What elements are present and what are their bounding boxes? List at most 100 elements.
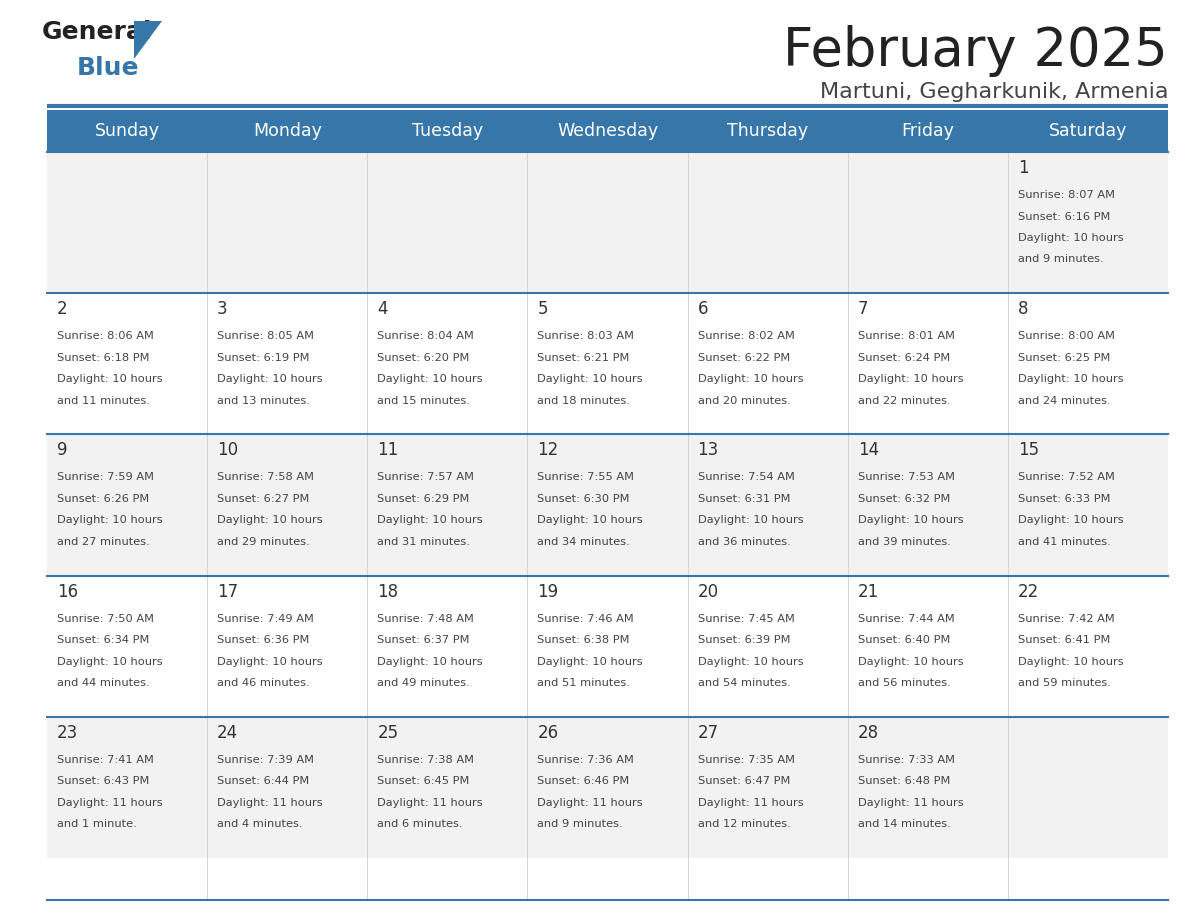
Text: 4: 4 bbox=[378, 300, 387, 319]
Text: Sunset: 6:30 PM: Sunset: 6:30 PM bbox=[537, 494, 630, 504]
Text: Sunset: 6:39 PM: Sunset: 6:39 PM bbox=[697, 635, 790, 645]
Text: Sunset: 6:45 PM: Sunset: 6:45 PM bbox=[378, 777, 469, 787]
Text: Sunrise: 7:45 AM: Sunrise: 7:45 AM bbox=[697, 613, 795, 623]
Text: Daylight: 10 hours: Daylight: 10 hours bbox=[537, 656, 643, 666]
Text: Sunrise: 7:42 AM: Sunrise: 7:42 AM bbox=[1018, 613, 1114, 623]
Text: Blue: Blue bbox=[77, 56, 139, 80]
Text: Sunset: 6:16 PM: Sunset: 6:16 PM bbox=[1018, 211, 1111, 221]
Text: and 59 minutes.: and 59 minutes. bbox=[1018, 678, 1111, 688]
Text: Sunset: 6:21 PM: Sunset: 6:21 PM bbox=[537, 353, 630, 363]
Text: and 4 minutes.: and 4 minutes. bbox=[217, 819, 303, 829]
Text: 8: 8 bbox=[1018, 300, 1029, 319]
Text: Daylight: 10 hours: Daylight: 10 hours bbox=[378, 656, 482, 666]
Text: Sunset: 6:26 PM: Sunset: 6:26 PM bbox=[57, 494, 150, 504]
Text: Daylight: 11 hours: Daylight: 11 hours bbox=[57, 798, 163, 808]
Text: Daylight: 10 hours: Daylight: 10 hours bbox=[378, 515, 482, 525]
Text: Sunset: 6:46 PM: Sunset: 6:46 PM bbox=[537, 777, 630, 787]
FancyBboxPatch shape bbox=[48, 293, 1168, 434]
Text: Tuesday: Tuesday bbox=[412, 122, 482, 140]
Text: and 29 minutes.: and 29 minutes. bbox=[217, 537, 310, 547]
FancyBboxPatch shape bbox=[48, 576, 1168, 717]
Text: Sunset: 6:18 PM: Sunset: 6:18 PM bbox=[57, 353, 150, 363]
Text: Daylight: 10 hours: Daylight: 10 hours bbox=[217, 656, 323, 666]
Text: Sunset: 6:34 PM: Sunset: 6:34 PM bbox=[57, 635, 150, 645]
Text: Daylight: 10 hours: Daylight: 10 hours bbox=[858, 375, 963, 385]
Text: Sunrise: 8:03 AM: Sunrise: 8:03 AM bbox=[537, 331, 634, 341]
Text: 20: 20 bbox=[697, 583, 719, 600]
Text: Sunrise: 7:41 AM: Sunrise: 7:41 AM bbox=[57, 755, 154, 765]
Text: Sunset: 6:22 PM: Sunset: 6:22 PM bbox=[697, 353, 790, 363]
Text: and 51 minutes.: and 51 minutes. bbox=[537, 678, 631, 688]
Text: Sunrise: 7:44 AM: Sunrise: 7:44 AM bbox=[858, 613, 954, 623]
Text: Sunrise: 7:46 AM: Sunrise: 7:46 AM bbox=[537, 613, 634, 623]
Text: Martuni, Gegharkunik, Armenia: Martuni, Gegharkunik, Armenia bbox=[820, 82, 1168, 102]
Text: Sunset: 6:24 PM: Sunset: 6:24 PM bbox=[858, 353, 950, 363]
Text: and 14 minutes.: and 14 minutes. bbox=[858, 819, 950, 829]
Text: and 54 minutes.: and 54 minutes. bbox=[697, 678, 790, 688]
Text: Sunrise: 8:02 AM: Sunrise: 8:02 AM bbox=[697, 331, 795, 341]
Text: Saturday: Saturday bbox=[1049, 122, 1127, 140]
Text: 23: 23 bbox=[57, 723, 78, 742]
Text: 17: 17 bbox=[217, 583, 239, 600]
Text: Daylight: 10 hours: Daylight: 10 hours bbox=[1018, 515, 1124, 525]
Text: Sunrise: 7:53 AM: Sunrise: 7:53 AM bbox=[858, 473, 955, 482]
Text: Sunrise: 7:36 AM: Sunrise: 7:36 AM bbox=[537, 755, 634, 765]
Text: Sunset: 6:48 PM: Sunset: 6:48 PM bbox=[858, 777, 950, 787]
Text: Monday: Monday bbox=[253, 122, 322, 140]
Text: 6: 6 bbox=[697, 300, 708, 319]
Text: Sunset: 6:36 PM: Sunset: 6:36 PM bbox=[217, 635, 310, 645]
Text: 14: 14 bbox=[858, 442, 879, 459]
Text: Daylight: 11 hours: Daylight: 11 hours bbox=[537, 798, 643, 808]
Text: Sunrise: 7:48 AM: Sunrise: 7:48 AM bbox=[378, 613, 474, 623]
Text: Sunrise: 8:06 AM: Sunrise: 8:06 AM bbox=[57, 331, 154, 341]
Polygon shape bbox=[134, 21, 162, 59]
FancyBboxPatch shape bbox=[48, 434, 1168, 576]
Text: Daylight: 11 hours: Daylight: 11 hours bbox=[697, 798, 803, 808]
Text: Sunrise: 8:01 AM: Sunrise: 8:01 AM bbox=[858, 331, 955, 341]
Text: 10: 10 bbox=[217, 442, 239, 459]
Text: Sunset: 6:25 PM: Sunset: 6:25 PM bbox=[1018, 353, 1111, 363]
Text: Sunrise: 7:35 AM: Sunrise: 7:35 AM bbox=[697, 755, 795, 765]
Text: Daylight: 11 hours: Daylight: 11 hours bbox=[217, 798, 323, 808]
Text: Sunset: 6:20 PM: Sunset: 6:20 PM bbox=[378, 353, 469, 363]
Text: and 31 minutes.: and 31 minutes. bbox=[378, 537, 470, 547]
Text: and 15 minutes.: and 15 minutes. bbox=[378, 396, 470, 406]
Text: Sunset: 6:27 PM: Sunset: 6:27 PM bbox=[217, 494, 310, 504]
Text: and 12 minutes.: and 12 minutes. bbox=[697, 819, 790, 829]
Text: Sunrise: 7:57 AM: Sunrise: 7:57 AM bbox=[378, 473, 474, 482]
Text: and 24 minutes.: and 24 minutes. bbox=[1018, 396, 1111, 406]
Text: Daylight: 11 hours: Daylight: 11 hours bbox=[378, 798, 482, 808]
Text: Sunrise: 7:58 AM: Sunrise: 7:58 AM bbox=[217, 473, 314, 482]
Text: Sunrise: 8:00 AM: Sunrise: 8:00 AM bbox=[1018, 331, 1114, 341]
Text: and 36 minutes.: and 36 minutes. bbox=[697, 537, 790, 547]
Text: Thursday: Thursday bbox=[727, 122, 808, 140]
Text: Daylight: 10 hours: Daylight: 10 hours bbox=[858, 656, 963, 666]
Text: 24: 24 bbox=[217, 723, 239, 742]
Text: Daylight: 10 hours: Daylight: 10 hours bbox=[57, 656, 163, 666]
Text: Daylight: 10 hours: Daylight: 10 hours bbox=[697, 515, 803, 525]
Text: 22: 22 bbox=[1018, 583, 1040, 600]
Text: 28: 28 bbox=[858, 723, 879, 742]
Text: and 56 minutes.: and 56 minutes. bbox=[858, 678, 950, 688]
Text: Daylight: 10 hours: Daylight: 10 hours bbox=[217, 375, 323, 385]
Text: and 49 minutes.: and 49 minutes. bbox=[378, 678, 470, 688]
FancyBboxPatch shape bbox=[48, 717, 1168, 858]
Text: Sunset: 6:43 PM: Sunset: 6:43 PM bbox=[57, 777, 150, 787]
Text: Daylight: 10 hours: Daylight: 10 hours bbox=[537, 515, 643, 525]
Text: Daylight: 10 hours: Daylight: 10 hours bbox=[537, 375, 643, 385]
Text: Sunset: 6:38 PM: Sunset: 6:38 PM bbox=[537, 635, 630, 645]
Text: 16: 16 bbox=[57, 583, 78, 600]
Text: Wednesday: Wednesday bbox=[557, 122, 658, 140]
Text: Friday: Friday bbox=[902, 122, 954, 140]
Text: Daylight: 10 hours: Daylight: 10 hours bbox=[1018, 656, 1124, 666]
Text: and 13 minutes.: and 13 minutes. bbox=[217, 396, 310, 406]
Text: and 20 minutes.: and 20 minutes. bbox=[697, 396, 790, 406]
Text: 19: 19 bbox=[537, 583, 558, 600]
Text: Sunset: 6:33 PM: Sunset: 6:33 PM bbox=[1018, 494, 1111, 504]
Text: Daylight: 10 hours: Daylight: 10 hours bbox=[57, 375, 163, 385]
Text: 13: 13 bbox=[697, 442, 719, 459]
Text: Daylight: 11 hours: Daylight: 11 hours bbox=[858, 798, 963, 808]
Text: Daylight: 10 hours: Daylight: 10 hours bbox=[1018, 233, 1124, 243]
Text: 12: 12 bbox=[537, 442, 558, 459]
Text: 26: 26 bbox=[537, 723, 558, 742]
